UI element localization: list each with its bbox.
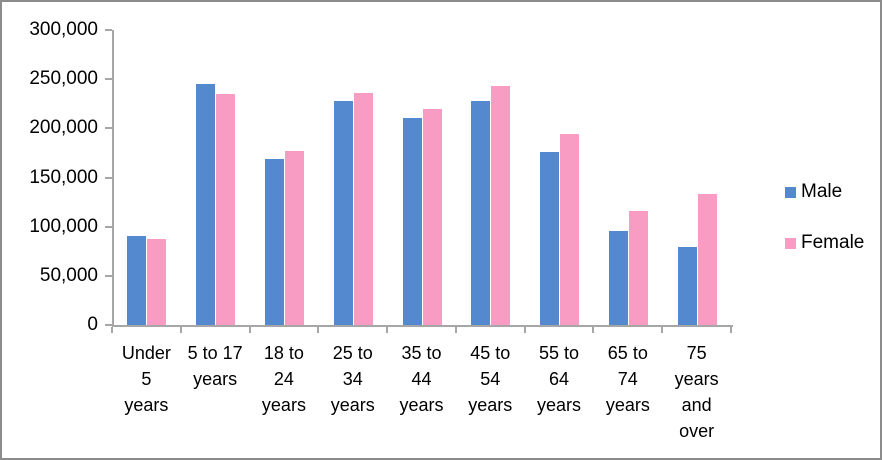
x-axis-tick bbox=[386, 327, 389, 333]
bar-female bbox=[560, 134, 580, 325]
x-axis-tick bbox=[317, 327, 320, 333]
bar-male bbox=[677, 247, 697, 325]
y-axis-tick bbox=[105, 78, 112, 81]
y-axis-label: 50,000 bbox=[39, 264, 98, 286]
bar-female bbox=[491, 86, 511, 325]
bar-female bbox=[697, 194, 717, 325]
y-axis-label: 0 bbox=[87, 314, 98, 335]
legend-item-female: Female bbox=[785, 232, 864, 254]
bar-female bbox=[422, 109, 442, 325]
bar-male bbox=[471, 101, 491, 325]
plot-area bbox=[112, 30, 733, 327]
x-axis-tick bbox=[111, 327, 113, 333]
bar-male bbox=[402, 118, 422, 325]
y-axis-label: 150,000 bbox=[29, 166, 98, 188]
bar-male bbox=[540, 152, 560, 325]
x-axis-label: 45 to 54 years bbox=[468, 343, 513, 415]
y-axis-label: 250,000 bbox=[29, 68, 98, 90]
legend: Male Female bbox=[785, 181, 864, 254]
x-axis-label: Under 5 years bbox=[121, 343, 171, 415]
x-axis-label: 5 to 17 years bbox=[187, 343, 243, 389]
bar-female bbox=[628, 211, 648, 325]
y-axis-label: 200,000 bbox=[29, 117, 98, 139]
bar-male bbox=[264, 159, 284, 325]
y-axis-tick bbox=[105, 29, 112, 31]
x-axis-label: 35 to 44 years bbox=[399, 343, 444, 415]
y-axis-tick bbox=[105, 127, 112, 130]
bar-female bbox=[284, 151, 304, 325]
bar-female bbox=[147, 239, 167, 325]
legend-label: Female bbox=[801, 232, 865, 253]
x-axis-tick bbox=[179, 327, 182, 333]
x-axis-tick bbox=[661, 327, 664, 333]
bar-male bbox=[608, 231, 628, 325]
x-axis-label: 75 years and over bbox=[674, 343, 719, 441]
bar-male bbox=[196, 84, 216, 325]
x-axis-tick bbox=[523, 327, 526, 333]
x-axis-label: 18 to 24 years bbox=[261, 343, 306, 415]
legend-swatch-male bbox=[785, 186, 796, 198]
y-axis-tick bbox=[105, 176, 112, 179]
bar-male bbox=[333, 101, 353, 325]
y-axis-label: 300,000 bbox=[29, 19, 98, 40]
x-axis-label: 55 to 64 years bbox=[537, 343, 582, 415]
x-axis-tick bbox=[730, 327, 732, 333]
legend-swatch-female bbox=[785, 237, 796, 249]
legend-label: Male bbox=[801, 181, 843, 202]
x-axis-label: 65 to 74 years bbox=[605, 343, 650, 415]
y-axis-label: 100,000 bbox=[29, 215, 98, 237]
bar-female bbox=[353, 93, 373, 325]
bar-male bbox=[127, 236, 147, 325]
x-axis-tick bbox=[592, 327, 595, 333]
x-axis-tick bbox=[454, 327, 457, 333]
y-axis-tick bbox=[105, 324, 112, 326]
y-axis-tick bbox=[105, 274, 112, 277]
bar-female bbox=[216, 94, 236, 325]
x-axis-tick bbox=[248, 327, 251, 333]
y-axis-tick bbox=[105, 225, 112, 228]
x-axis-label: 25 to 34 years bbox=[330, 343, 375, 415]
legend-item-male: Male bbox=[785, 181, 864, 203]
